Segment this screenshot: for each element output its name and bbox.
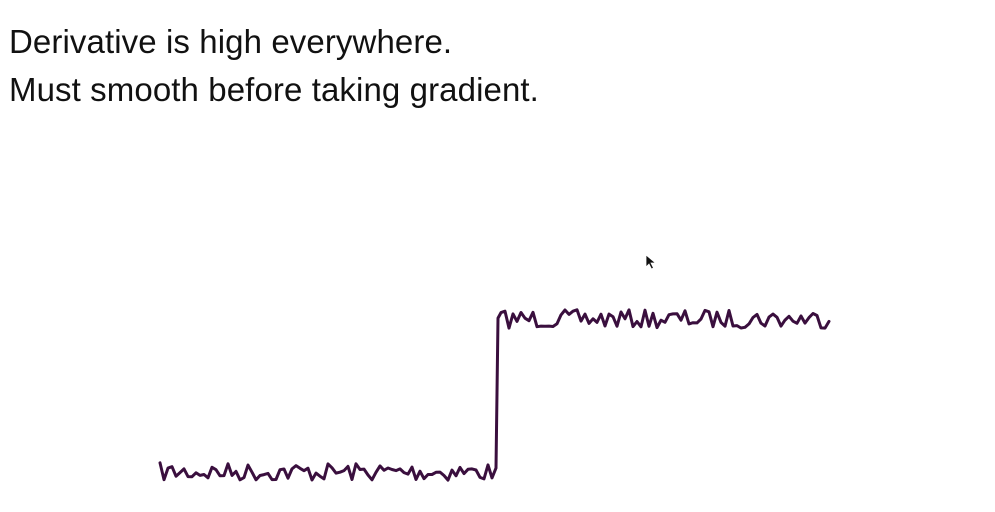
slide-line-2: Must smooth before taking gradient. [9, 71, 539, 108]
slide-line-1: Derivative is high everywhere. [9, 23, 453, 60]
mouse-pointer-icon [645, 254, 657, 270]
signal-line [158, 308, 831, 482]
slide-text: Derivative is high everywhere. Must smoo… [9, 18, 539, 114]
